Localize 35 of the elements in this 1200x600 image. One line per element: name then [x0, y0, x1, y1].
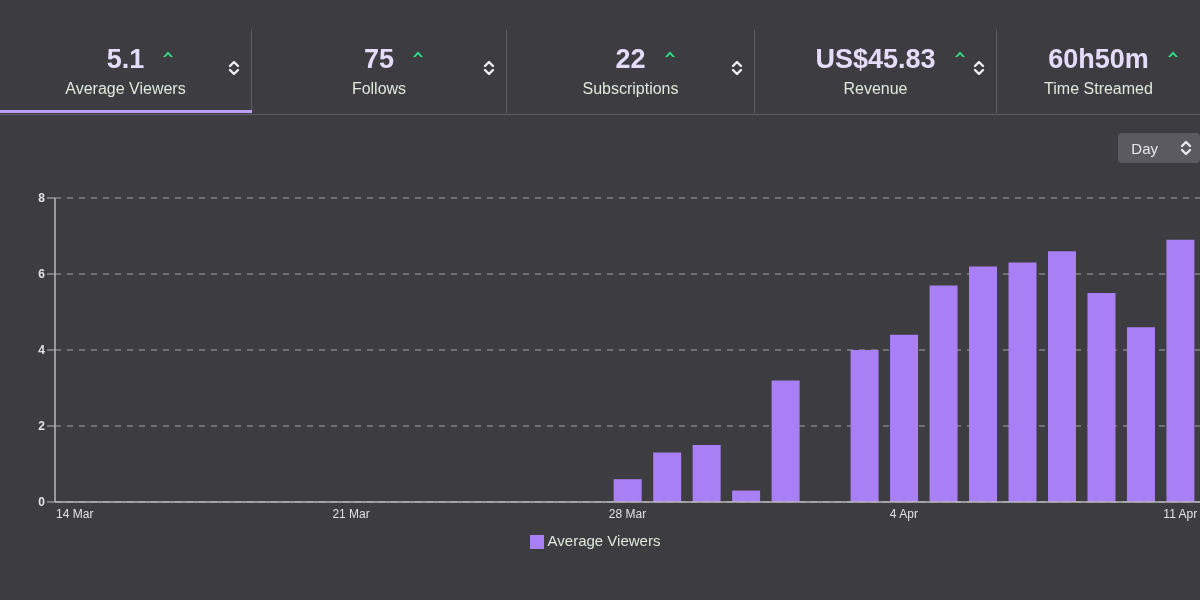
x-tick-label: 4 Apr: [889, 507, 918, 522]
bar: [1047, 251, 1076, 502]
bar: [653, 452, 682, 502]
bar: [1087, 292, 1116, 502]
bar: [1008, 262, 1037, 502]
text: Follows: [350, 79, 408, 99]
y-tick-label: 4: [38, 343, 46, 358]
text: Subscriptions: [581, 79, 680, 99]
y-tick-label: 2: [38, 419, 46, 434]
text: US$45.83: [815, 44, 936, 74]
bar: [1166, 239, 1195, 502]
bar: [1126, 327, 1155, 502]
bar: [692, 444, 721, 502]
x-tick-label: 11 Apr: [1163, 507, 1198, 522]
text: Time Streamed: [1043, 79, 1154, 99]
x-tick-label: 14 Mar: [56, 507, 94, 522]
y-tick-label: 0: [38, 495, 46, 510]
bar: [771, 380, 800, 502]
bar: [850, 349, 879, 502]
text: 22: [615, 44, 646, 74]
text: 5.1: [106, 44, 145, 74]
text: 60h50m: [1048, 44, 1149, 74]
x-tick-label: 21 Mar: [332, 507, 370, 522]
y-tick-label: 8: [38, 191, 46, 206]
bar: [969, 266, 998, 502]
x-tick-label: 28 Mar: [608, 507, 647, 522]
bar: [613, 479, 642, 502]
y-tick-label: 6: [38, 267, 46, 282]
dropdown: Day: [1118, 133, 1200, 163]
bar: [929, 285, 958, 502]
text: Average Viewers: [64, 79, 187, 99]
legend-label: Average Viewers: [547, 531, 661, 549]
bar: [890, 334, 919, 502]
text: 75: [363, 44, 395, 74]
text: Revenue: [842, 79, 909, 99]
